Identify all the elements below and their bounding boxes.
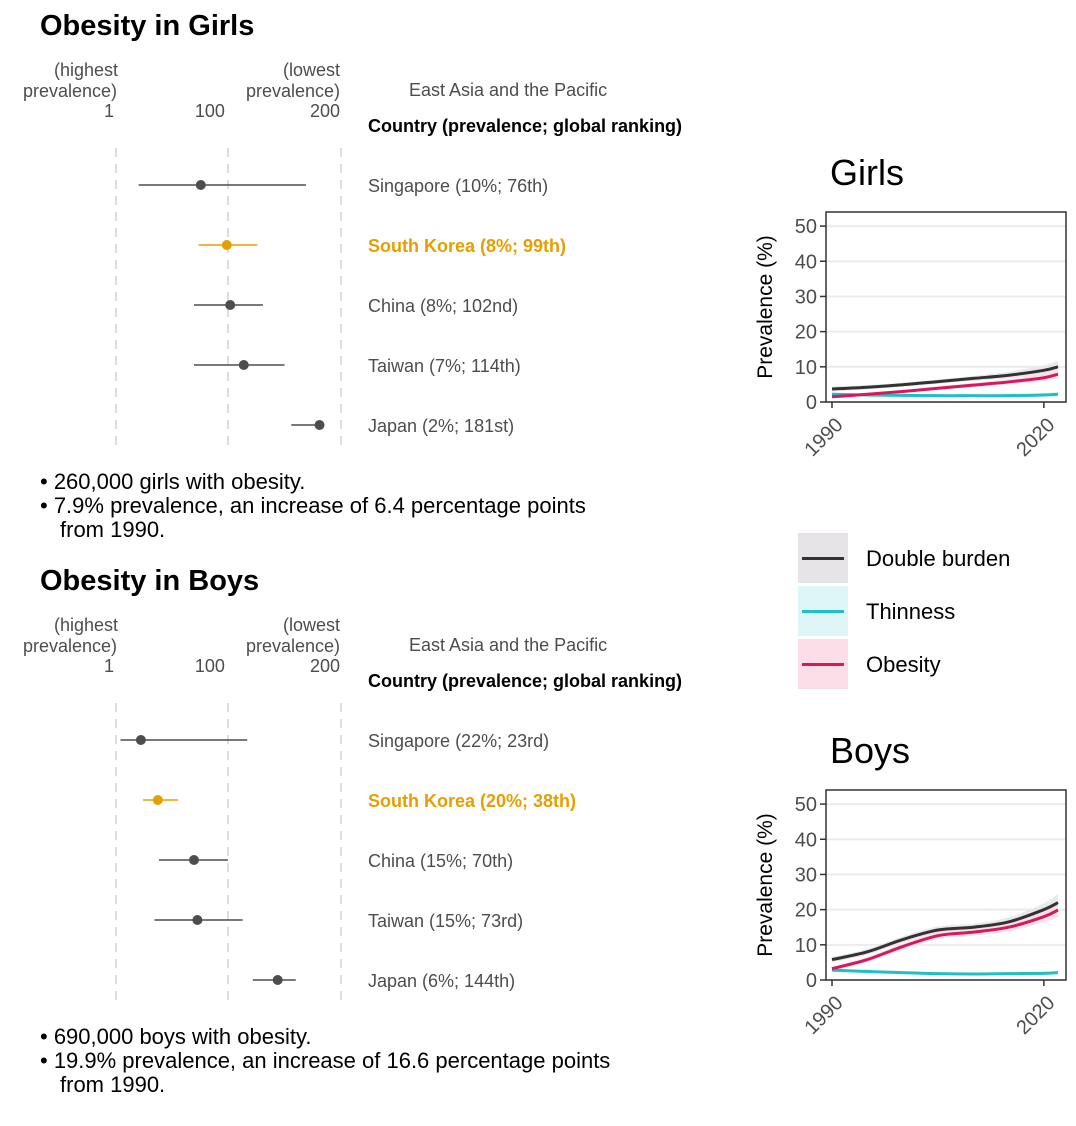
boys-section-title: Obesity in Boys (40, 565, 260, 597)
girls-column-header: Country (prevalence; global ranking) (368, 116, 683, 136)
girls-rank-lowest-label: (lowest prevalence) (245, 60, 340, 101)
girls-forest-tick-label: 1 (104, 101, 114, 121)
boys-trend-y-axis-title: Prevalence (%) (754, 813, 777, 957)
boys-forest-row-label-taiwan: Taiwan (15%; 73rd) (368, 911, 523, 931)
legend-label-obesity: Obesity (866, 652, 941, 677)
boys-forest-tick-label: 100 (195, 656, 225, 676)
boys-column-header: Country (prevalence; global ranking) (368, 671, 683, 691)
girls-trend-y-tick-label: 50 (795, 216, 817, 238)
girls-summary-count: • 260,000 girls with obesity. (40, 469, 306, 494)
legend-key-thinness (798, 586, 848, 636)
girls-trend-line-obesity (831, 372, 1059, 399)
boys-trend-x-tick-label: 2020 (1012, 992, 1059, 1039)
boys-forest-plot: 1 100 200 Singapore (22%; 23rd) South Korea … (104, 656, 576, 1003)
boys-trend-y-tick-label: 20 (795, 900, 817, 922)
boys-forest-row-label-china: China (15%; 70th) (368, 851, 513, 871)
girls-forest-plot: 1 100 200 Singapore (10%; 76th) South Korea … (104, 101, 566, 448)
girls-forest-tick-label: 100 (195, 101, 225, 121)
girls-forest-row-label-japan: Japan (2%; 181st) (368, 416, 514, 436)
girls-trend-chart: 0 10 20 30 40 50 1990 2020 Prevalence (%) (754, 211, 1067, 461)
girls-forest-row-label-singapore: Singapore (10%; 76th) (368, 176, 548, 196)
girls-trend-y-tick-label: 20 (795, 322, 817, 344)
boys-trend-y-tick-label: 40 (795, 829, 817, 851)
boys-forest-point-taiwan (192, 915, 203, 925)
boys-trend-line-double-burden (831, 901, 1059, 962)
girls-trend-x-tick-label: 2020 (1012, 414, 1059, 461)
girls-summary: • 260,000 girls with obesity. • 7.9% pre… (40, 470, 586, 542)
legend-label-thinness: Thinness (866, 599, 956, 624)
boys-forest-point-singapore (135, 735, 146, 745)
boys-forest-row-label-south-korea: South Korea (20%; 38th) (368, 791, 576, 811)
girls-forest-point-japan (314, 420, 325, 430)
boys-trend-y-tick-label: 50 (795, 794, 817, 816)
girls-forest-point-china (225, 300, 236, 310)
boys-trend-chart: 0 10 20 30 40 50 1990 2020 Prevalence (%) (754, 789, 1067, 1039)
boys-rank-lowest-label: (lowest prevalence) (245, 615, 340, 656)
boys-summary-count: • 690,000 boys with obesity. (40, 1024, 312, 1049)
boys-trend-y-tick-label: 0 (806, 970, 817, 992)
girls-forest-point-south-korea (221, 240, 232, 250)
boys-trend-y-tick-label: 30 (795, 864, 817, 886)
girls-forest-point-taiwan (238, 360, 249, 370)
girls-trend-line-double-burden (831, 365, 1059, 391)
boys-forest-point-japan (272, 975, 283, 985)
girls-section-title: Obesity in Girls (40, 10, 255, 42)
girls-trend-title: Girls (830, 152, 904, 193)
boys-trend-band-obesity (832, 901, 1058, 971)
boys-forest-point-china (189, 855, 200, 865)
girls-region-label: East Asia and the Pacific (409, 80, 608, 100)
girls-trend-y-tick-label: 0 (806, 392, 817, 414)
girls-trend-y-tick-label: 30 (795, 286, 817, 308)
boys-region-label: East Asia and the Pacific (409, 635, 608, 655)
girls-forest-tick-label: 200 (310, 101, 340, 121)
boys-trend-line-obesity (831, 908, 1059, 971)
girls-forest-row-label-taiwan: Taiwan (7%; 114th) (368, 356, 521, 376)
boys-trend-x-tick-label: 1990 (801, 992, 848, 1039)
boys-forest-tick-label: 1 (104, 656, 114, 676)
boys-trend-y-tick-label: 10 (795, 935, 817, 957)
girls-trend-y-axis-title: Prevalence (%) (754, 235, 777, 379)
girls-forest-row-label-china: China (8%; 102nd) (368, 296, 518, 316)
legend-label-double-burden: Double burden (866, 546, 1011, 571)
boys-summary-prevalence-cont: from 1990. (60, 1072, 166, 1097)
boys-forest-tick-label: 200 (310, 656, 340, 676)
girls-trend-x-tick-label: 1990 (801, 414, 848, 461)
legend-key-obesity (798, 639, 848, 689)
girls-rank-highest-label: (highest prevalence) (22, 60, 119, 101)
girls-trend-band-double-burden (832, 360, 1058, 392)
boys-forest-row-label-singapore: Singapore (22%; 23rd) (368, 731, 549, 751)
boys-rank-highest-label: (highest prevalence) (22, 615, 119, 656)
girls-trend-panel-border (825, 211, 1067, 403)
boys-trend-title: Boys (830, 730, 911, 771)
girls-summary-prevalence-cont: from 1990. (60, 517, 166, 542)
boys-forest-row-label-japan: Japan (6%; 144th) (368, 971, 515, 991)
girls-trend-y-tick-label: 10 (795, 357, 817, 379)
legend-key-double-burden (798, 533, 848, 583)
boys-trend-panel-border (825, 789, 1067, 981)
boys-summary-prevalence: • 19.9% prevalence, an increase of 16.6 … (40, 1048, 611, 1073)
boys-summary: • 690,000 boys with obesity. • 19.9% pre… (40, 1025, 610, 1097)
girls-trend-y-tick-label: 40 (795, 251, 817, 273)
girls-forest-row-label-south-korea: South Korea (8%; 99th) (368, 236, 566, 256)
boys-trend-line-thinness (831, 968, 1059, 976)
girls-summary-prevalence: • 7.9% prevalence, an increase of 6.4 pe… (40, 493, 586, 518)
boys-forest-point-south-korea (152, 795, 163, 805)
girls-forest-point-singapore (195, 180, 206, 190)
